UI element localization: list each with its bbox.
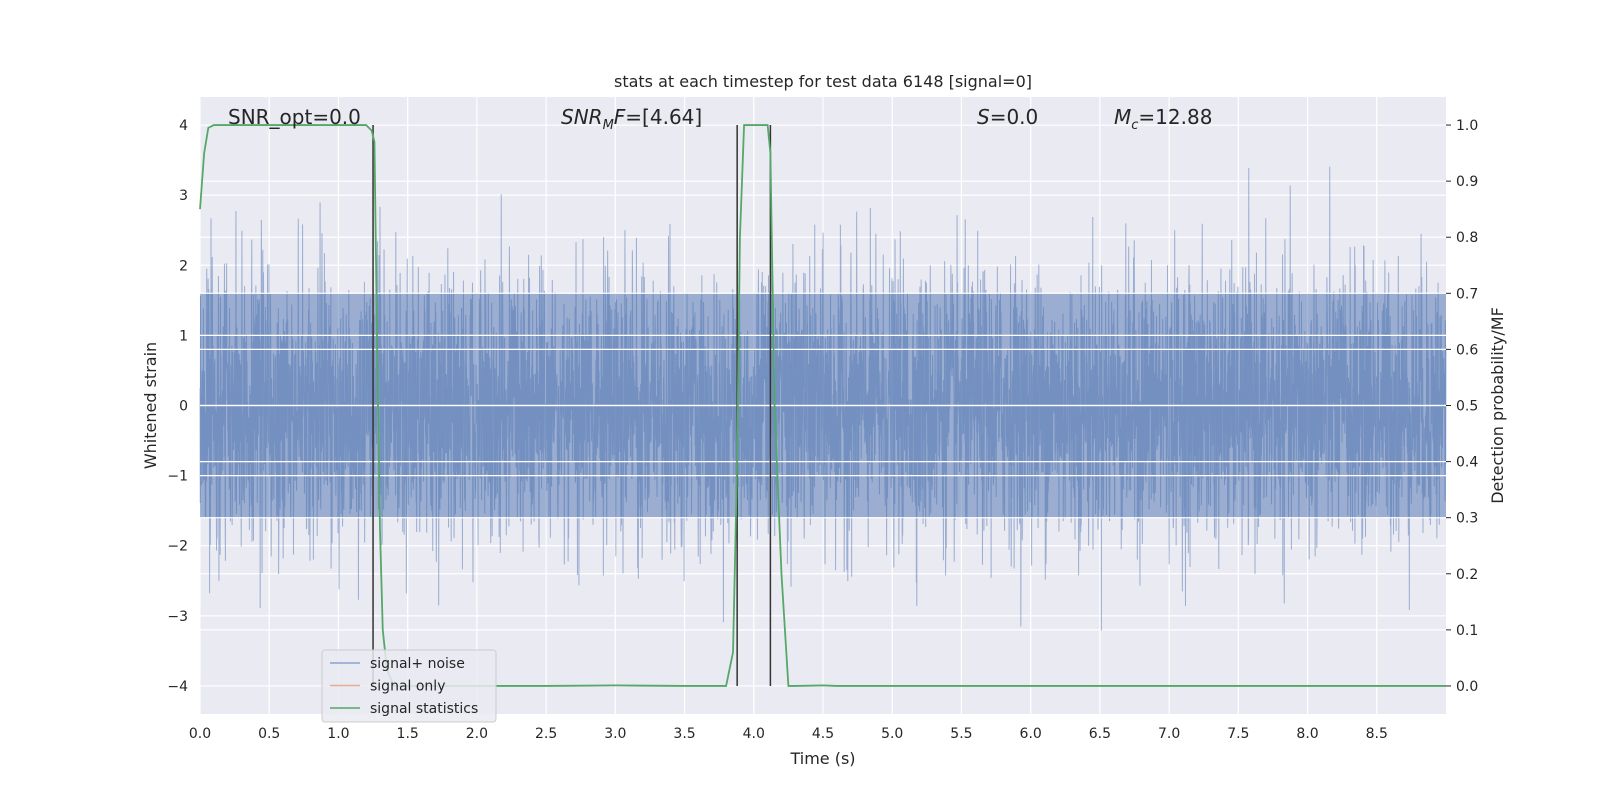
- y2-tick-labels: 0.0 0.1 0.2 0.3 0.4 0.5 0.6 0.7 0.8 0.9 1.0: [1446, 118, 1478, 695]
- x-tick-label: 5.0: [881, 726, 903, 742]
- annotation-s: S=0.0: [977, 105, 1038, 129]
- legend-label-signal-noise: signal+ noise: [370, 656, 465, 672]
- noise-waveform: [199, 166, 1447, 631]
- annotation-mc-sub: c: [1131, 118, 1138, 133]
- x-tick-label: 0.5: [258, 726, 280, 742]
- x-tick-label: 2.5: [535, 726, 557, 742]
- x-tick-label: 8.5: [1366, 726, 1388, 742]
- y2-tick-label: 0.6: [1456, 342, 1478, 358]
- x-tick-label: 4.5: [812, 726, 834, 742]
- legend: signal+ noise signal only signal statist…: [321, 649, 497, 723]
- x-tick-label: 3.5: [673, 726, 695, 742]
- x-tick-label: 5.5: [950, 726, 972, 742]
- x-tick-label: 2.0: [466, 726, 488, 742]
- y2-tick-label: 0.4: [1456, 455, 1478, 471]
- y-tick-label: −2: [167, 539, 188, 555]
- y-tick-label: 1: [179, 328, 188, 344]
- annotation-snr-mf-sub: M: [603, 118, 614, 133]
- annotation-s-var: S: [977, 105, 990, 129]
- annotation-s-value: =0.0: [990, 105, 1039, 129]
- y2-tick-label: 0.7: [1456, 286, 1478, 302]
- y2-tick-label: 0.0: [1456, 679, 1478, 695]
- y2-tick-label: 0.3: [1456, 511, 1478, 527]
- y-tick-label: 0: [179, 399, 188, 415]
- series-signal-statistics: [199, 124, 1446, 687]
- x-axis-label: Time (s): [789, 749, 855, 768]
- x-tick-label: 7.0: [1158, 726, 1180, 742]
- y-tick-label: 3: [179, 188, 188, 204]
- y-tick-labels: −4 −3 −2 −1 0 1 2 3 4: [167, 118, 188, 695]
- x-tick-label: 6.0: [1020, 726, 1042, 742]
- y2-axis-label: Detection probability/MF: [1488, 307, 1507, 504]
- x-tick-label: 4.0: [743, 726, 765, 742]
- x-tick-labels: 0.0 0.5 1.0 1.5 2.0 2.5 3.0 3.5 4.0 4.5 5.0 5.5 6.0 6…: [189, 726, 1388, 742]
- x-tick-label: 6.5: [1089, 726, 1111, 742]
- annotation-snr-mf-value: =[4.64]: [625, 105, 702, 129]
- legend-label-signal-statistics: signal statistics: [370, 701, 478, 717]
- y-tick-label: −4: [167, 679, 188, 695]
- x-tick-label: 0.0: [189, 726, 211, 742]
- y2-tick-label: 0.2: [1456, 567, 1478, 583]
- x-tick-label: 3.0: [604, 726, 626, 742]
- y-tick-label: −1: [167, 469, 188, 485]
- legend-label-signal-only: signal only: [370, 679, 445, 695]
- annotation-mc-value: =12.88: [1138, 105, 1212, 129]
- x-tick-label: 7.5: [1227, 726, 1249, 742]
- annotation-snr-opt: SNR_opt=0.0: [228, 105, 361, 129]
- y-tick-label: −3: [167, 609, 188, 625]
- y-tick-label: 2: [179, 258, 188, 274]
- legend-box: [321, 649, 497, 723]
- annotation-mc: Mc=12.88: [1114, 105, 1212, 133]
- series-signal-noise: [199, 166, 1447, 631]
- y2-tick-label: 0.5: [1456, 399, 1478, 415]
- y2-tick-label: 1.0: [1456, 118, 1478, 134]
- x-tick-label: 1.0: [327, 726, 349, 742]
- y-tick-label: 4: [179, 118, 188, 134]
- annotation-snr-mf-f: F: [614, 105, 626, 129]
- y2-tick-label: 0.9: [1456, 174, 1478, 190]
- x-tick-label: 8.0: [1296, 726, 1318, 742]
- annotation-snr-mf-var: SNR: [561, 105, 603, 129]
- annotation-mc-var: M: [1114, 105, 1131, 129]
- x-tick-label: 1.5: [397, 726, 419, 742]
- y2-tick-label: 0.8: [1456, 230, 1478, 246]
- y-axis-label: Whitened strain: [141, 342, 160, 469]
- chart-title: stats at each timestep for test data 614…: [614, 72, 1032, 91]
- annotation-snr-mf: SNRMF=[4.64]: [561, 105, 702, 133]
- signal-statistics-line: [199, 124, 1446, 687]
- y2-tick-label: 0.1: [1456, 623, 1478, 639]
